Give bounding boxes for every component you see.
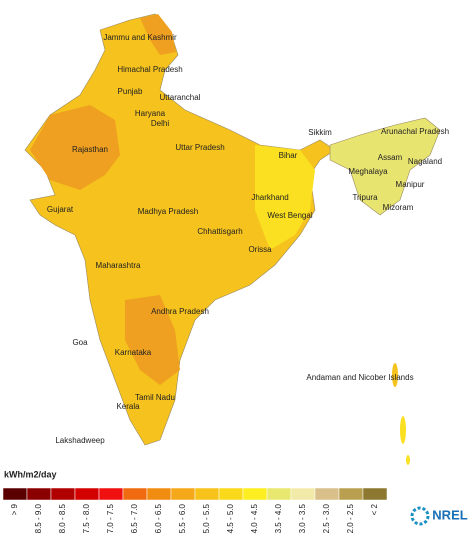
legend-swatch [218,487,244,501]
region-label: Madhya Pradesh [138,207,198,216]
legend-label: 4.0 - 4.5 [250,503,259,533]
island [400,416,406,444]
region-label: Meghalaya [348,167,388,176]
legend-swatch [266,487,292,501]
island [392,363,398,387]
region-label: Maharashtra [96,261,141,270]
legend-swatch [50,487,76,501]
region-label: Arunachal Pradesh [381,127,449,136]
legend-swatch [146,487,172,501]
legend-swatch [98,487,124,501]
logo-mark [410,506,430,526]
region-label: Andhra Pradesh [151,307,209,316]
region-label: Jammu and Kashmir [103,33,177,42]
region-label: Rajasthan [72,145,108,154]
region-label: Goa [72,338,88,347]
legend-label: 8.0 - 8.5 [58,503,67,533]
region-label: Manipur [396,180,425,189]
region-label: Delhi [151,119,169,128]
legend-label: 5.0 - 5.5 [202,503,211,533]
legend-swatch [26,487,52,501]
region-label: Orissa [248,245,272,254]
legend-label: 2.0 - 2.5 [346,503,355,533]
region-label: West Bengal [267,211,312,220]
region-label: Uttaranchal [160,93,201,102]
region-label: Gujarat [47,205,74,214]
region-label: Punjab [118,87,143,96]
region-label: Mizoram [383,203,414,212]
kashmir-region [140,14,176,55]
legend-label: 3.0 - 3.5 [298,503,307,533]
region-label: Sikkim [308,128,332,137]
legend-swatch [170,487,196,501]
legend-label: 3.5 - 4.0 [274,503,283,533]
legend-label: 6.0 - 6.5 [154,503,163,533]
region-label: Tamil Nadu [135,393,175,402]
legend-swatch [314,487,340,501]
legend-swatch [2,487,28,501]
region-label: Chhattisgarh [197,227,242,236]
legend-label: 2.5 - 3.0 [322,503,331,533]
logo: NREL [432,507,467,522]
east-region [255,145,315,250]
legend-swatch [194,487,220,501]
region-label: Himachal Pradesh [117,65,182,74]
region-label: Haryana [135,109,166,118]
legend-label: 7.5 - 8.0 [82,503,91,533]
region-label: Kerala [116,402,140,411]
region-label: Assam [378,153,403,162]
legend-title: kWh/m2/day [4,469,57,479]
rajasthan-region [30,105,120,190]
region-label: Nagaland [408,157,442,166]
island [406,455,410,465]
legend-label: 7.0 - 7.5 [106,503,115,533]
region-label: Uttar Pradesh [175,143,224,152]
region-label: Karnataka [115,348,152,357]
region-label: Bihar [279,151,298,160]
legend-swatch [338,487,364,501]
region-label: Tripura [352,193,378,202]
legend-label: < 2 [370,503,379,515]
legend-label: 6.5 - 7.0 [130,503,139,533]
region-label: Lakshadweep [55,436,105,445]
legend-swatch [122,487,148,501]
region-label: Andaman and Nicober Islands [306,373,413,382]
legend-label: 4.5 - 5.0 [226,503,235,533]
region-label: Jharkhand [251,193,288,202]
legend-label: > 9 [10,503,19,515]
legend-label: 5.5 - 6.0 [178,503,187,533]
northeast-region [329,117,441,216]
legend-swatch [362,487,388,501]
legend-swatch [290,487,316,501]
legend-swatch [74,487,100,501]
legend-label: 8.5 - 9.0 [34,503,43,533]
south-region [125,295,180,385]
legend-swatch [242,487,268,501]
